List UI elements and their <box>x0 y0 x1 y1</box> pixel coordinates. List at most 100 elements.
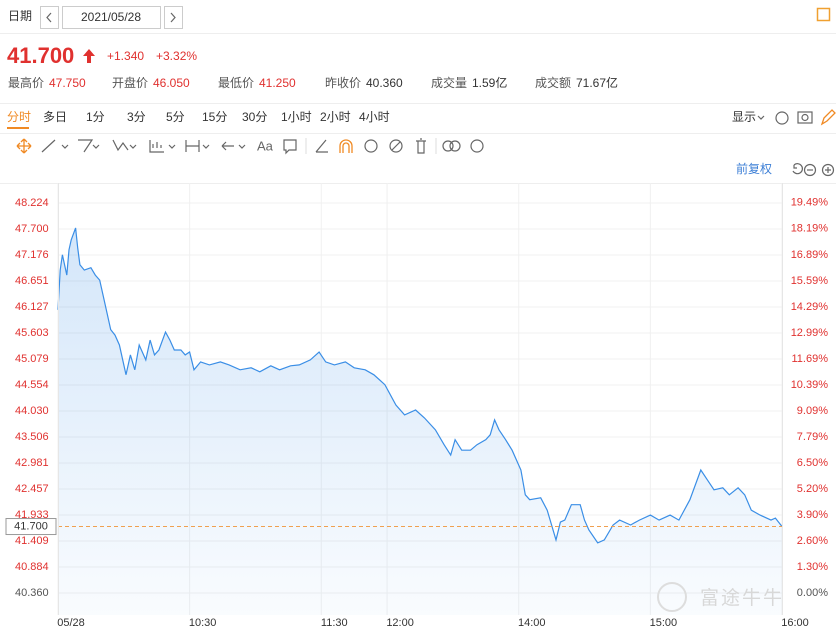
reset-icon[interactable] <box>792 163 803 175</box>
date-label: 日期 <box>8 9 32 23</box>
y2-tick-label: 10.39% <box>791 379 829 391</box>
fib-tool[interactable] <box>149 140 176 153</box>
hide-slash <box>391 141 401 151</box>
date-value: 2021/05/28 <box>81 10 141 24</box>
camera-icon[interactable] <box>797 111 813 124</box>
up-arrow <box>83 49 95 63</box>
y2-tick-label: 3.90% <box>797 509 828 521</box>
y2-tick-label: 1.30% <box>797 561 828 573</box>
y2-tick-label: 11.69% <box>792 353 829 365</box>
y-tick-label: 44.030 <box>15 405 49 417</box>
settings-icon[interactable] <box>775 111 789 125</box>
zoom-out[interactable] <box>803 163 817 177</box>
y2-tick-label: 9.09% <box>797 405 828 417</box>
y2-tick-label: 19.49% <box>791 197 829 209</box>
stat-label: 昨收价 <box>325 76 361 90</box>
toolbar: Aa <box>16 138 484 155</box>
stat-value: 40.360 <box>366 76 403 90</box>
y-tick-label: 48.224 <box>15 197 49 209</box>
stat-value: 71.67亿 <box>576 75 618 90</box>
compare-tool[interactable] <box>442 140 454 152</box>
x-tick-label: 14:00 <box>518 617 546 629</box>
stat-label: 开盘价 <box>112 75 148 90</box>
stat-label: 成交量 <box>431 75 467 90</box>
prev-icon <box>46 12 52 23</box>
window-toggle[interactable] <box>816 7 831 22</box>
period-tab[interactable]: 5分 <box>166 110 185 124</box>
y-tick-label: 47.700 <box>15 223 49 235</box>
y-tick-label: 46.651 <box>15 275 49 287</box>
y-tick-label: 47.176 <box>15 249 49 261</box>
x-tick-label: 15:00 <box>650 617 678 629</box>
y-tick-label: 41.409 <box>15 535 49 547</box>
period-tab[interactable]: 2小时 <box>320 110 351 124</box>
indicator-settings[interactable] <box>470 139 484 153</box>
y-tick-label: 43.506 <box>15 431 49 443</box>
x-tick-label: 10:30 <box>189 617 217 629</box>
next-day[interactable] <box>164 6 183 29</box>
price-change: +1.340 <box>107 49 144 63</box>
price-area <box>58 228 782 615</box>
y2-tick-label: 15.59% <box>791 275 829 287</box>
y-tick-label: 41.933 <box>15 509 49 521</box>
line-tool[interactable] <box>41 139 69 153</box>
period-tab[interactable]: 3分 <box>127 110 146 124</box>
stat-label: 最低价 <box>218 76 254 90</box>
y2-tick-label: 12.99% <box>791 327 829 339</box>
y2-tick-label: 2.60% <box>797 535 828 547</box>
watermark-logo <box>657 582 687 612</box>
prev-day[interactable] <box>40 6 59 29</box>
price-change-pct: +3.32% <box>156 49 197 63</box>
chevron <box>757 115 765 120</box>
delete-tool[interactable] <box>416 138 426 154</box>
watermark: 富途牛牛 <box>700 587 784 609</box>
stat-label: 成交额 <box>535 75 571 90</box>
draw-icon[interactable] <box>820 109 836 126</box>
ruler-tool[interactable] <box>315 139 328 153</box>
x-tick-label: 16:00 <box>781 617 809 629</box>
move-tool[interactable] <box>16 138 32 154</box>
current-price-box <box>5 518 57 536</box>
lock-tool[interactable] <box>364 139 378 153</box>
period-tab[interactable]: 多日 <box>43 110 67 124</box>
y2-tick-label: 14.29% <box>791 301 829 313</box>
magnet-tool[interactable] <box>339 139 353 153</box>
current-price-label: 41.700 <box>14 520 48 532</box>
stat-value: 47.750 <box>49 76 86 90</box>
price-adjust[interactable]: 前复权 <box>736 161 772 176</box>
y2-tick-label: 7.79% <box>797 431 828 443</box>
hide-tool[interactable] <box>389 139 403 153</box>
last-price: 41.700 <box>7 43 74 68</box>
range-tool[interactable] <box>185 140 210 152</box>
y-tick-label: 45.603 <box>15 327 49 339</box>
zoom-in-plus <box>825 167 831 173</box>
note-tool[interactable] <box>283 139 297 155</box>
period-tab[interactable]: 1小时 <box>281 110 312 124</box>
channel-tool[interactable] <box>78 139 100 153</box>
price-line <box>57 227 783 544</box>
stat-value: 1.59亿 <box>472 75 507 90</box>
period-tab[interactable]: 1分 <box>86 110 105 124</box>
y-tick-label: 42.457 <box>15 483 49 495</box>
stat-label: 最高价 <box>8 75 44 90</box>
wave-tool[interactable] <box>112 139 137 152</box>
y-tick-label: 42.981 <box>15 457 49 469</box>
arrow-tool[interactable] <box>221 141 246 151</box>
period-tab[interactable]: 分时 <box>7 110 31 124</box>
y2-tick-label: 6.50% <box>797 457 828 469</box>
zoom-in[interactable] <box>821 163 835 177</box>
y-tick-label: 40.884 <box>15 561 49 573</box>
period-tab[interactable]: 4小时 <box>359 110 390 124</box>
x-tick-label: 12:00 <box>386 617 414 629</box>
y2-tick-label: 16.89% <box>791 249 829 261</box>
y2-tick-label: 5.20% <box>797 483 828 495</box>
text-tool[interactable]: Aa <box>257 138 274 153</box>
y-tick-label: 40.360 <box>15 587 49 599</box>
period-tab[interactable]: 15分 <box>202 110 227 124</box>
period-tab[interactable]: 30分 <box>242 110 267 124</box>
y-tick-label: 44.554 <box>15 379 49 391</box>
date-input[interactable] <box>62 6 161 29</box>
display-menu[interactable]: 显示 <box>732 110 756 124</box>
stat-value: 46.050 <box>153 76 190 90</box>
